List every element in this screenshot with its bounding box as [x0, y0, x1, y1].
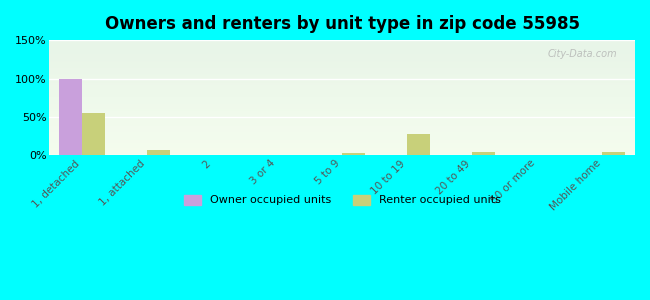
Bar — [473, 152, 495, 155]
Title: Owners and renters by unit type in zip code 55985: Owners and renters by unit type in zip c… — [105, 15, 580, 33]
Bar — [147, 150, 170, 155]
Bar — [603, 152, 625, 155]
Text: City-Data.com: City-Data.com — [548, 49, 617, 59]
Bar — [82, 113, 105, 155]
Legend: Owner occupied units, Renter occupied units: Owner occupied units, Renter occupied un… — [179, 190, 505, 210]
Bar — [408, 134, 430, 155]
Bar — [59, 79, 82, 155]
Bar — [342, 153, 365, 155]
